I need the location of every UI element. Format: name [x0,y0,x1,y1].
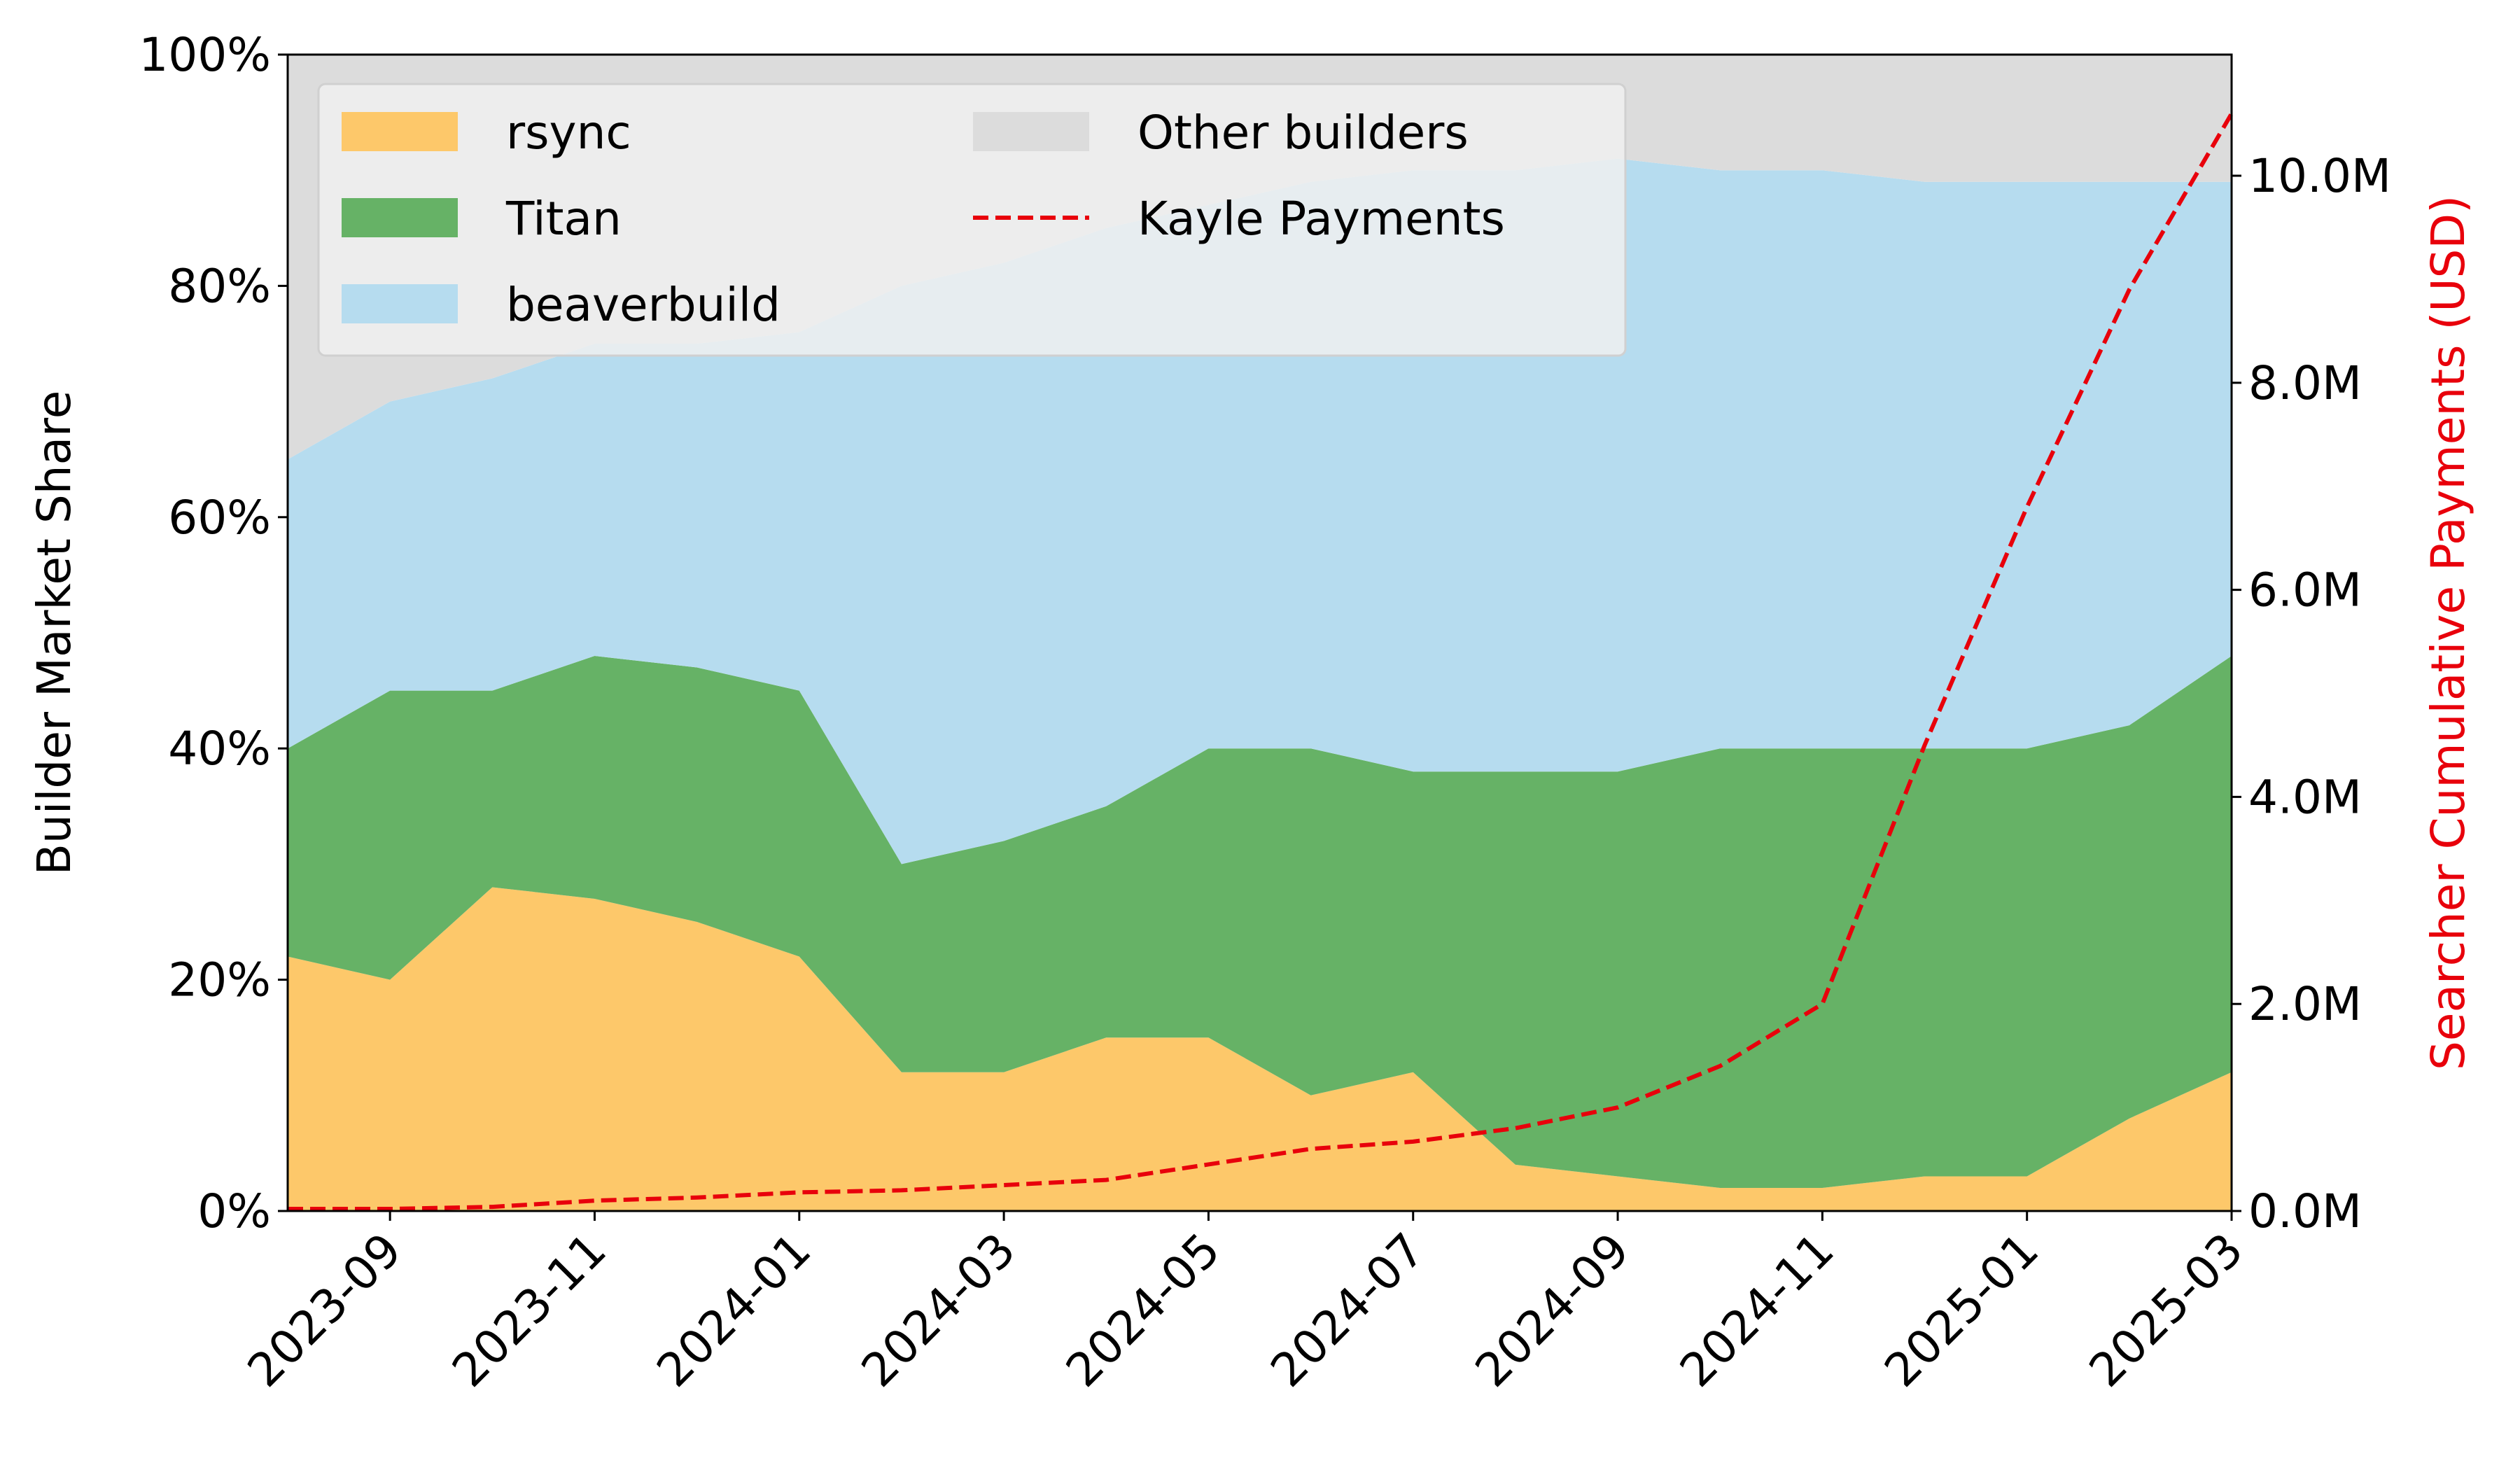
x-tick-label: 2024-09 [1465,1223,1639,1397]
x-tick-label: 2025-01 [1875,1223,2049,1397]
x-tick-label: 2025-03 [2079,1223,2253,1397]
y-tick-label: 100% [139,28,271,82]
legend-swatch [973,112,1089,151]
y-tick-label: 20% [168,953,271,1007]
area [288,158,2232,864]
x-tick-label: 2023-11 [442,1223,616,1397]
y-tick-label: 0% [197,1184,271,1238]
x-tick-label: 2024-01 [647,1223,821,1397]
area [288,656,2232,1188]
x-tick-label: 2024-05 [1056,1223,1230,1397]
area [288,887,2232,1211]
y2-axis-label: Searcher Cumulative Payments (USD) [2421,195,2475,1070]
legend-swatch [342,284,458,323]
y2-tick-label: 6.0M [2248,564,2362,617]
y2-tick-label: 2.0M [2248,977,2362,1031]
y2-tick-label: 0.0M [2248,1184,2362,1238]
x-tick-label: 2023-09 [237,1223,412,1397]
legend: rsync Titan beaverbuild Other builders Kayle… [317,83,1627,357]
x-tick-label: 2024-11 [1670,1223,1844,1397]
legend-label: Kayle Payments [1138,192,1505,246]
y2-tick-label: 4.0M [2248,770,2362,824]
plot-frame [286,53,2233,1212]
legend-swatch [342,198,458,237]
y-tick-label: 80% [168,259,271,313]
legend-box [317,83,1627,357]
x-tick-label: 2024-03 [851,1223,1026,1397]
y2-tick-label: 10.0M [2248,149,2391,203]
legend-label: rsync [506,106,631,160]
legend-label: beaverbuild [506,278,780,332]
y-tick-label: 40% [168,722,271,776]
legend-label: Titan [505,192,622,246]
legend-swatch [342,112,458,151]
legend-label: Other builders [1138,106,1469,160]
x-tick-label: 2024-07 [1261,1223,1435,1397]
line [288,112,2234,1212]
y-axis-label: Builder Market Share [27,391,81,876]
y-tick-label: 60% [168,491,271,545]
y2-tick-label: 8.0M [2248,356,2362,410]
